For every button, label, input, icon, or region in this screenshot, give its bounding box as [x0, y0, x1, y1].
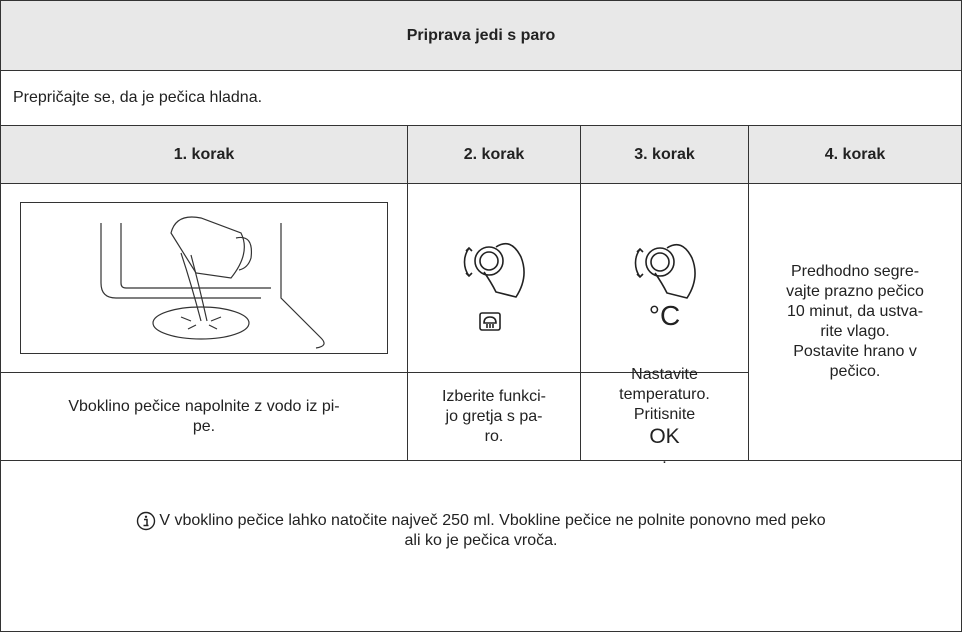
step-heading-cell: 2. korak [407, 125, 581, 184]
step-text-cell: Nastavite temperaturo. Pritisnite OK . [580, 366, 749, 467]
pour-water-illustration [20, 202, 388, 354]
temperature-symbol: °C [648, 299, 681, 331]
note-text: ali ko je pečica vroča. [404, 532, 558, 549]
step-text-cell: Vboklino pečice napolnite z vodo iz pi- … [0, 372, 408, 461]
ok-button-label: OK [649, 424, 680, 448]
step-heading-cell: 3. korak [580, 125, 749, 184]
text-line: Predhodno segre- [790, 263, 920, 280]
note-line: V vboklino pečice lahko natočite največ … [136, 511, 826, 531]
step-heading: 4. korak [824, 145, 886, 163]
text-line: Pritisnite [633, 405, 696, 423]
step-heading-cell: 1. korak [0, 125, 408, 184]
text-line: pe. [192, 417, 216, 435]
info-icon [137, 511, 156, 531]
knob-illustration [634, 243, 696, 299]
intro: Prepričajte se, da je pečica hladna. [13, 89, 263, 106]
text-line: Vboklino pečice napolnite z vodo iz pi- [68, 397, 340, 415]
step-heading-cell: 4. korak [748, 125, 962, 184]
knob-illustration [463, 242, 525, 331]
step-text-cell: Izberite funkci- jo gretja s pa- ro. [407, 372, 581, 461]
text-line: ro. [484, 427, 504, 445]
text-line: 10 minut, da ustva- [786, 303, 924, 320]
image-cell [0, 183, 408, 373]
note-text: V vboklino pečice lahko natočite največ … [159, 512, 826, 529]
text-line: rite vlago. [820, 323, 890, 340]
step-text-cell: Predhodno segre- vajte prazno pečico 10 … [748, 183, 962, 461]
text-line: jo gretja s pa- [445, 407, 543, 425]
text-line: . [662, 449, 667, 467]
text-line: Nastavite [631, 365, 698, 383]
intro-cell: Prepričajte se, da je pečica hladna. [0, 70, 962, 126]
step-heading: 2. korak [463, 145, 525, 163]
text-line: pečico. [829, 363, 881, 380]
text-line: vajte prazno pečico [786, 283, 924, 300]
image-cell: °C [580, 183, 749, 373]
title-cell: Priprava jedi s paro [0, 0, 962, 71]
step-heading: 1. korak [173, 145, 235, 163]
step-heading: 3. korak [634, 145, 695, 163]
text-line: Postavite hrano v [793, 343, 917, 360]
note-cell: V vboklino pečice lahko natočite največ … [0, 460, 962, 632]
title: Priprava jedi s paro [406, 26, 556, 44]
image-cell [407, 183, 581, 373]
text-line: Izberite funkci- [441, 387, 547, 405]
text-line: temperaturo. [619, 385, 710, 403]
